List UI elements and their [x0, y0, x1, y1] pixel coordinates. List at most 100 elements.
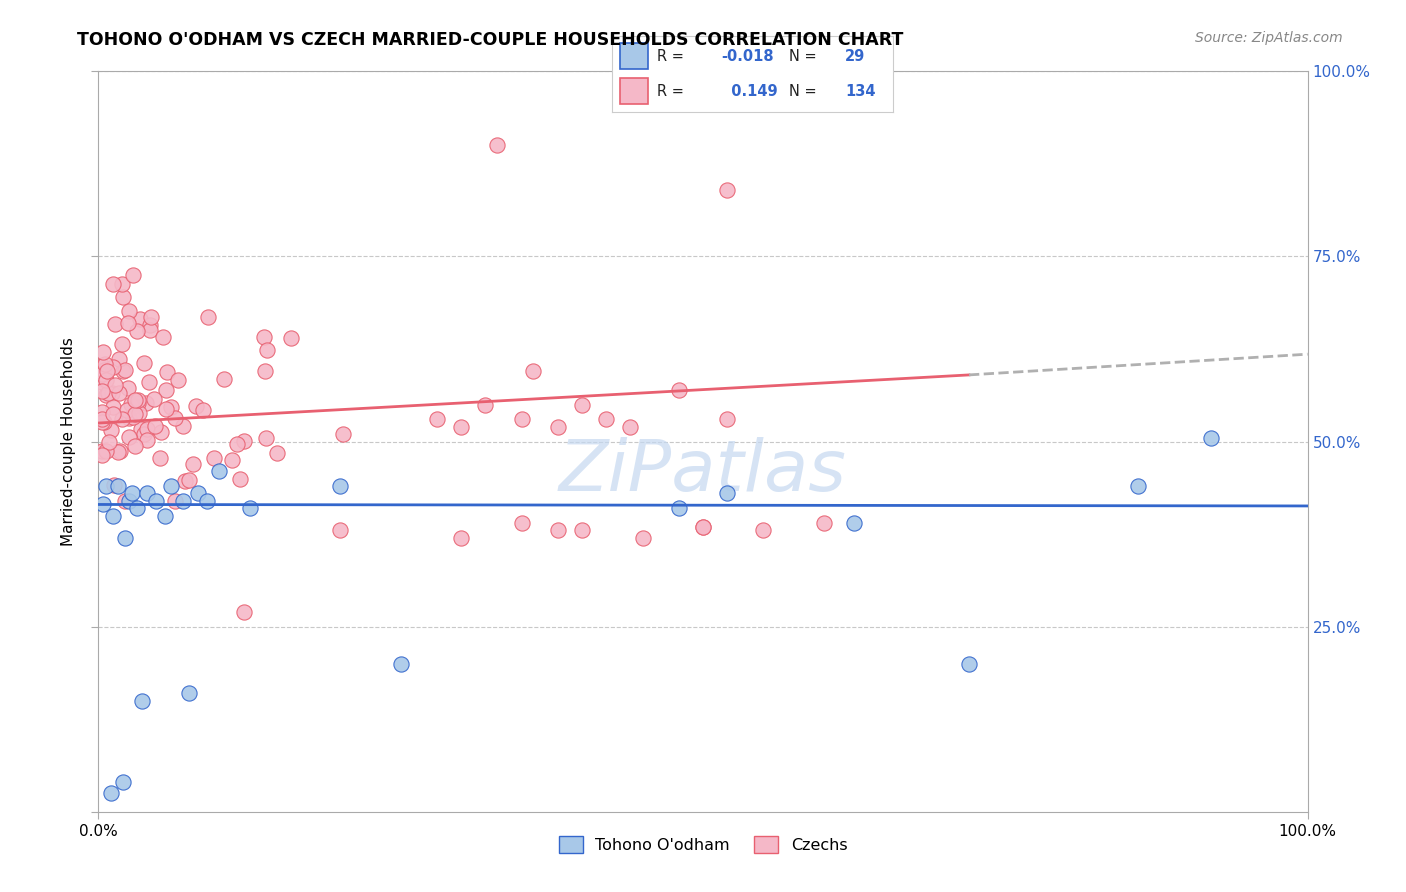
Point	[118, 493, 141, 508]
Point	[124, 400, 146, 414]
Point	[155, 384, 177, 398]
Point	[114, 493, 136, 508]
Point	[124, 407, 146, 421]
Point	[108, 351, 131, 366]
Point	[165, 410, 187, 425]
Point	[111, 775, 134, 789]
FancyBboxPatch shape	[620, 44, 648, 69]
Point	[111, 337, 134, 351]
Point	[152, 330, 174, 344]
Point	[256, 343, 278, 357]
Point	[177, 473, 200, 487]
Point	[195, 493, 218, 508]
Point	[571, 398, 593, 412]
Point	[111, 412, 134, 426]
Point	[186, 399, 208, 413]
Point	[127, 324, 149, 338]
Point	[91, 405, 114, 419]
Point	[668, 383, 690, 397]
Point	[619, 419, 641, 434]
Point	[233, 434, 256, 448]
Point	[94, 443, 117, 458]
Point	[239, 501, 262, 516]
Point	[96, 364, 118, 378]
Point	[221, 453, 243, 467]
Point	[571, 524, 593, 538]
Point	[118, 411, 141, 425]
Point	[510, 412, 533, 426]
Point	[692, 519, 714, 533]
Point	[692, 519, 714, 533]
Point	[179, 686, 201, 700]
Point	[103, 277, 125, 292]
Point	[332, 426, 354, 441]
Point	[173, 475, 195, 489]
Point	[120, 397, 142, 411]
Point	[813, 516, 835, 530]
Point	[134, 427, 156, 442]
Point	[107, 479, 129, 493]
Point	[450, 531, 472, 545]
Point	[129, 422, 152, 436]
Point	[91, 376, 114, 390]
Point	[97, 385, 120, 400]
Point	[117, 381, 139, 395]
Point	[522, 364, 544, 378]
Point	[131, 694, 153, 708]
Point	[111, 277, 134, 292]
Point	[450, 419, 472, 434]
Point	[145, 493, 167, 508]
Point	[716, 486, 738, 500]
Point	[91, 498, 114, 512]
Point	[114, 531, 136, 545]
Text: ZiPatlas: ZiPatlas	[560, 437, 846, 506]
Point	[957, 657, 980, 671]
Point	[166, 373, 188, 387]
Point	[139, 318, 162, 332]
Point	[91, 448, 114, 462]
Point	[103, 478, 125, 492]
Point	[474, 398, 496, 412]
Point	[631, 531, 654, 545]
Text: 134: 134	[845, 84, 876, 98]
Point	[100, 385, 122, 400]
Point	[172, 493, 194, 508]
Text: 0.149: 0.149	[721, 84, 778, 98]
Point	[91, 368, 114, 382]
Point	[134, 356, 156, 370]
Point	[329, 524, 352, 538]
Point	[844, 516, 866, 530]
Point	[93, 345, 115, 359]
Point	[486, 138, 509, 153]
Point	[232, 605, 254, 619]
Point	[127, 501, 149, 516]
Text: N =: N =	[789, 49, 821, 63]
Point	[128, 406, 150, 420]
Point	[228, 472, 250, 486]
Point	[127, 392, 149, 407]
Point	[136, 422, 159, 436]
Point	[103, 400, 125, 414]
Point	[183, 457, 205, 471]
Text: 29: 29	[845, 49, 865, 63]
Point	[280, 331, 302, 345]
FancyBboxPatch shape	[620, 78, 648, 104]
Point	[101, 359, 124, 374]
Point	[253, 329, 276, 343]
Point	[143, 418, 166, 433]
Point	[254, 431, 277, 445]
Point	[114, 363, 136, 377]
Point	[253, 363, 276, 377]
Point	[129, 311, 152, 326]
Point	[124, 392, 146, 407]
Point	[91, 411, 114, 425]
Text: Source: ZipAtlas.com: Source: ZipAtlas.com	[1195, 31, 1343, 45]
Point	[121, 486, 143, 500]
Point	[117, 316, 139, 330]
Point	[149, 425, 172, 440]
Point	[716, 183, 738, 197]
Point	[118, 430, 141, 444]
Point	[97, 435, 120, 450]
Legend: Tohono O'odham, Czechs: Tohono O'odham, Czechs	[553, 830, 853, 859]
Point	[510, 516, 533, 530]
